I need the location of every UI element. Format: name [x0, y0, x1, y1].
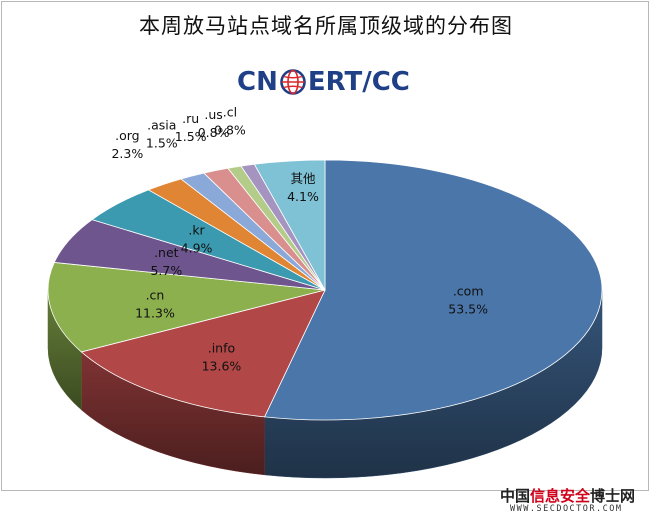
slice-label: .cn [146, 287, 165, 302]
slice-value-label: 53.5% [448, 301, 488, 316]
slice-label: .info [208, 340, 235, 355]
slice-info [80, 289, 326, 418]
watermark: 中国信息安全博士网 WWW.SECDOCTOR.COM [500, 485, 650, 514]
slice-value-label: 4.1% [287, 189, 319, 204]
slice-label: .asia [147, 118, 176, 133]
slice-other [253, 159, 326, 292]
watermark-url: WWW.SECDOCTOR.COM [510, 504, 623, 514]
chart-title: 本周放马站点域名所属顶级域的分布图 [139, 14, 513, 38]
pie-slices [47, 159, 603, 421]
cncert-logo: CN ERT/CC [237, 66, 410, 98]
logo-text-left: CN [237, 67, 278, 97]
slice-label: .ru [182, 111, 199, 126]
slice-label: .us [204, 107, 222, 122]
slice-value-label: 1.5% [146, 136, 178, 151]
slice-value-label: 4.9% [181, 241, 213, 256]
watermark-text-b: 博士网 [590, 487, 636, 505]
logo-text-right: ERT/CC [307, 67, 410, 97]
slice-com [263, 159, 603, 421]
pie-labels: .com 53.5% .info 13.6% .cn 11.3% .net 5.7% .kr 4.… [111, 104, 488, 373]
slice-value-label: 13.6% [202, 358, 242, 373]
slice-value-label: 2.3% [111, 146, 143, 161]
globe-icon [280, 69, 306, 95]
slice-value-label: 11.3% [135, 305, 175, 320]
slice-value-label: 1.5% [175, 129, 207, 144]
slice-label: .net [154, 245, 179, 260]
slice-label: .cl [223, 104, 237, 119]
slice-label: .org [115, 128, 139, 143]
slice-value-label: 0.8% [214, 122, 246, 137]
slice-label: .com [453, 283, 484, 298]
slice-value-label: 5.7% [150, 263, 182, 278]
slice-cn [47, 262, 326, 353]
slice-value-label: 0.8% [198, 125, 230, 140]
slice-label: .kr [188, 223, 205, 238]
watermark-text-a: 中国 [500, 487, 531, 505]
slice-label: 其他 [290, 171, 316, 186]
watermark-text-red: 信息安全 [530, 487, 591, 505]
